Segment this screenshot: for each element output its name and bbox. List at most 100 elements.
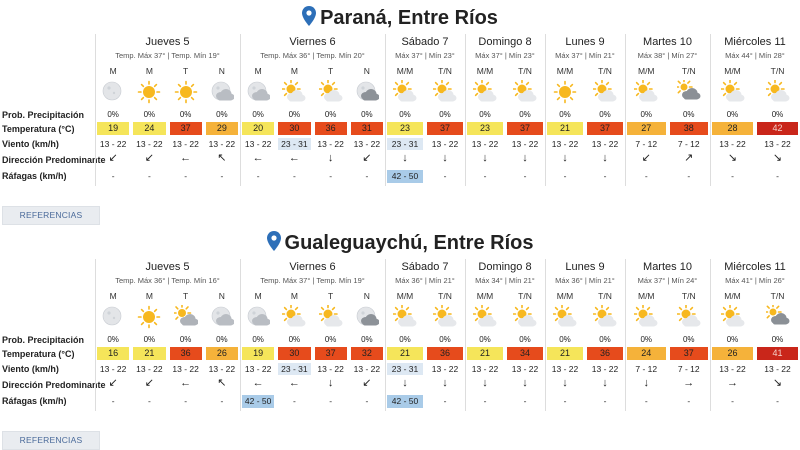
precipitation-value: 0% — [107, 335, 119, 344]
precipitation-value: 0% — [479, 110, 491, 119]
precipitation-value: 0% — [519, 110, 531, 119]
gust-value: - — [147, 396, 151, 406]
day-name: Viernes 6 — [289, 261, 336, 273]
gust-value: - — [644, 396, 648, 406]
wind-speed: 23 - 31 — [387, 363, 423, 375]
period-label: M/M — [476, 291, 494, 301]
day-column: Lunes 9 Máx 36° | Mín 21° M/M 0% 21 13 - 22 ↓ -… — [545, 225, 625, 411]
precipitation-value: 0% — [682, 110, 695, 119]
wind-speed: 13 - 22 — [99, 139, 127, 149]
gust-value: - — [329, 171, 333, 181]
day-temp-range: Máx 34° | Mín 21° — [475, 276, 535, 285]
sun-cloud-icon — [512, 79, 537, 104]
gust-value: - — [256, 171, 260, 181]
period-label: N — [218, 66, 225, 76]
precipitation-value: 0% — [143, 335, 156, 344]
period-label: M/M — [637, 66, 655, 76]
day-column: Miércoles 11 Máx 41° | Mín 26° M/M 0% 26 13 -… — [710, 225, 800, 411]
precipitation-value: 0% — [519, 335, 531, 344]
cloud-sun-icon — [172, 303, 199, 329]
sun-cloud-icon — [317, 79, 343, 104]
period-label: M/M — [556, 291, 574, 301]
temperature-cell: 36 — [314, 122, 347, 135]
precipitation-value: 0% — [216, 335, 228, 344]
gust-value: - — [147, 171, 151, 181]
day-temp-range: Máx 38° | Mín 27° — [637, 51, 698, 60]
gust-value: - — [731, 396, 734, 406]
precipitation-value: 0% — [361, 110, 373, 119]
gust-value: - — [603, 171, 607, 181]
wind-speed: 13 - 22 — [353, 364, 381, 374]
sun-icon — [137, 305, 161, 329]
sun-cloud-icon — [472, 79, 497, 104]
sun-cloud-icon — [432, 304, 457, 329]
row-label-wind: Viento (km/h) — [2, 139, 59, 149]
precipitation-value: 0% — [324, 335, 337, 344]
precipitation-value: 0% — [288, 110, 301, 119]
temperature-cell: 21 — [467, 347, 503, 360]
wind-speed: 13 - 22 — [511, 364, 539, 374]
precipitation-value: 0% — [599, 335, 611, 344]
references-button[interactable]: REFERENCIAS — [2, 206, 100, 225]
period-label: M — [109, 66, 117, 76]
wind-speed: 13 - 22 — [764, 364, 791, 374]
wind-direction-arrow-icon: ↓ — [402, 152, 408, 164]
moon-cloud-dark-icon — [355, 80, 380, 104]
temperature-cell: 20 — [242, 122, 275, 135]
day-temp-range: Máx 36° | Mín 21° — [395, 276, 455, 285]
gust-value: - — [731, 171, 734, 181]
gust-value: - — [184, 171, 188, 181]
precipitation-value: 0% — [179, 110, 192, 119]
sun-icon — [137, 80, 161, 104]
wind-direction-arrow-icon: ← — [252, 377, 264, 389]
gust-value: - — [563, 171, 567, 181]
day-column: Martes 10 Máx 38° | Mín 27° M/M 0% 27 7 - 12 ↙… — [625, 0, 710, 186]
wind-direction-arrow-icon: ↓ — [327, 152, 334, 164]
period-label: T/N — [770, 66, 785, 76]
temperature-cell: 37 — [427, 122, 463, 135]
sun-cloud-icon — [719, 304, 745, 329]
precipitation-value: 0% — [361, 335, 373, 344]
row-label-temp: Temperatura (°C) — [2, 349, 75, 359]
wind-direction-arrow-icon: ← — [252, 152, 264, 164]
dark-cloud-icon — [763, 303, 790, 329]
day-name: Martes 10 — [643, 36, 692, 48]
day-column: Domingo 8 Máx 37° | Mín 23° M/M 0% 23 13 - 22… — [465, 0, 545, 186]
wind-direction-arrow-icon: ↓ — [327, 377, 334, 389]
period-label: T/N — [598, 291, 612, 301]
sun-cloud-icon — [281, 304, 306, 329]
period-label: T/N — [438, 66, 452, 76]
wind-speed: 13 - 22 — [719, 139, 746, 149]
temperature-cell: 21 — [387, 347, 423, 360]
references-button[interactable]: REFERENCIAS — [2, 431, 100, 450]
temperature-cell: 23 — [467, 122, 503, 135]
wind-speed: 7 - 12 — [677, 364, 700, 374]
day-separator — [240, 34, 241, 186]
day-temp-range: Temp. Máx 37° | Temp. Mín 19° — [260, 276, 365, 285]
row-label-prec: Prob. Precipitación — [2, 110, 85, 120]
day-column: Martes 10 Máx 37° | Mín 24° M/M 0% 24 7 - 12 ↓… — [625, 225, 710, 411]
period-label: M — [145, 291, 153, 301]
row-label-temp: Temperatura (°C) — [2, 124, 75, 134]
temperature-cell: 24 — [133, 122, 166, 135]
wind-speed: 13 - 22 — [471, 139, 499, 149]
sun-cloud-icon — [432, 79, 457, 104]
sun-cloud-icon — [552, 304, 577, 329]
precipitation-value: 0% — [640, 110, 653, 119]
precipitation-value: 0% — [252, 110, 264, 119]
temperature-cell: 23 — [387, 122, 423, 135]
day-name: Miércoles 11 — [724, 36, 786, 48]
full-moon-icon — [101, 80, 125, 104]
sun-cloud-icon — [512, 304, 537, 329]
day-separator — [385, 259, 386, 411]
day-column: Viernes 6 Temp. Máx 37° | Temp. Mín 19° M 0… — [240, 225, 385, 411]
moon-cloud-icon — [210, 305, 235, 329]
temperature-cell: 34 — [507, 347, 543, 360]
temperature-cell: 37 — [169, 122, 202, 135]
day-name: Martes 10 — [643, 261, 692, 273]
period-label: M/M — [476, 66, 494, 76]
wind-direction-arrow-icon: ↓ — [602, 377, 608, 389]
precipitation-value: 0% — [399, 110, 411, 119]
period-label: T — [328, 66, 334, 76]
sun-cloud-icon — [675, 304, 701, 329]
